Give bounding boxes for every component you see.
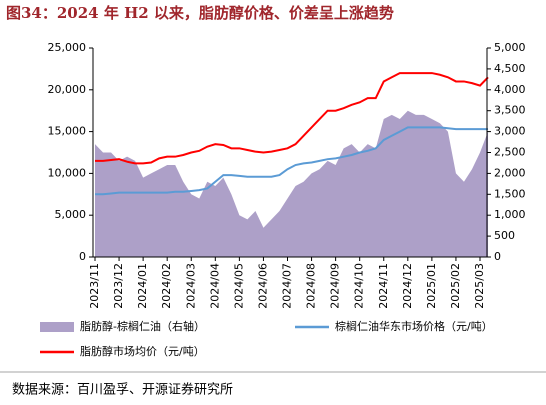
y2-tick-label: 500 (494, 229, 515, 242)
chart-title: 图34：2024 年 H2 以来，脂肪醇价格、价差呈上涨趋势 (6, 4, 394, 22)
x-tick-label: 2024/04 (208, 263, 221, 309)
legend-label: 脂肪醇-棕榈仁油（右轴） (80, 319, 205, 333)
x-tick-label: 2025/03 (473, 263, 486, 309)
y2-tick-label: 2,000 (494, 166, 526, 179)
y2-tick-label: 0 (494, 250, 501, 263)
legend-label: 脂肪醇市场均价（元/吨） (80, 344, 205, 358)
line (95, 126, 489, 196)
x-tick-label: 2024/03 (184, 263, 197, 309)
y2-tick-label: 1,000 (494, 208, 526, 221)
x-tick-label: 2025/02 (449, 263, 462, 309)
x-tick-label: 2024/10 (353, 263, 366, 309)
y-tick-label: 15,000 (48, 125, 87, 138)
x-tick-label: 2024/08 (305, 263, 318, 309)
y2-tick-label: 2,500 (494, 146, 526, 159)
x-tick-label: 2023/12 (112, 263, 125, 309)
x-tick-label: 2024/06 (256, 263, 269, 309)
x-tick-label: 2024/09 (329, 263, 342, 309)
y2-tick-label: 3,500 (494, 104, 526, 117)
y2-tick-label: 4,500 (494, 62, 526, 75)
y2-tick-label: 5,000 (494, 41, 526, 54)
y-tick-label: 5,000 (55, 208, 87, 221)
line (95, 72, 489, 165)
legend-swatch (40, 322, 74, 332)
y2-tick-label: 4,000 (494, 83, 526, 96)
source: 数据来源：百川盈孚、开源证券研究所 (12, 382, 233, 398)
x-tick-label: 2024/12 (401, 263, 414, 309)
x-tick-label: 2024/11 (377, 263, 390, 309)
x-tick-label: 2024/01 (136, 263, 149, 309)
y-tick-label: 25,000 (48, 41, 87, 54)
y-tick-label: 10,000 (48, 166, 87, 179)
y-tick-label: 20,000 (48, 83, 87, 96)
y2-tick-label: 1,500 (494, 187, 526, 200)
legend-label: 棕榈仁油华东市场价格（元/吨） (335, 319, 493, 333)
y2-tick-label: 3,000 (494, 125, 526, 138)
area (95, 110, 489, 257)
x-tick-label: 2025/01 (425, 263, 438, 309)
x-tick-label: 2024/07 (281, 263, 294, 309)
x-tick-label: 2023/11 (88, 263, 101, 309)
x-tick-label: 2024/02 (160, 263, 173, 309)
x-tick-label: 2024/05 (232, 263, 245, 309)
y-tick-label: 0 (79, 250, 86, 263)
